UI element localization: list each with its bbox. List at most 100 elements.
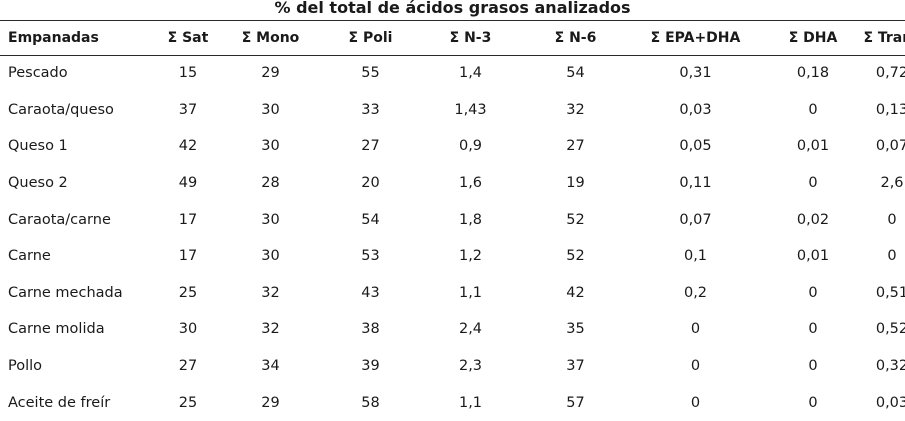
top-rule	[0, 20, 905, 21]
table-cell: 34	[261, 358, 280, 375]
table-row: Carne 17 30 53 1,2 52 0,1 0,01 0	[0, 238, 905, 275]
table-cell: 19	[566, 175, 585, 192]
table-row: Caraota/carne 17 30 54 1,8 52 0,07 0,02 0	[0, 201, 905, 238]
table-cell: 0	[808, 284, 818, 301]
table-cell: 30	[178, 321, 198, 338]
table-cell: 52	[566, 211, 585, 228]
table-cell: 55	[361, 65, 380, 82]
table-cell: 27	[178, 358, 198, 375]
column-header: Σ N-6	[554, 30, 597, 46]
table-cell: 37	[566, 358, 585, 375]
table-cell: 32	[566, 101, 585, 118]
table-cell: 2,4	[458, 321, 483, 338]
table-cell: 0,18	[796, 65, 830, 82]
column-header: Σ Sat	[167, 30, 209, 46]
row-label: Queso 2	[8, 175, 68, 192]
table-cell: 54	[361, 211, 380, 228]
table-cell: 0,13	[875, 101, 905, 118]
column-header: Σ N-3	[449, 30, 492, 46]
table-cell: 0	[690, 358, 701, 375]
table-cell: 0	[690, 321, 701, 338]
table-cell: 0	[808, 175, 818, 192]
table-cell: 39	[361, 358, 380, 375]
table-cell: 17	[178, 248, 198, 265]
column-header: Σ DHA	[788, 30, 838, 46]
column-header: Empanadas	[8, 30, 99, 46]
table-cell: 25	[178, 284, 198, 301]
table-row: Pollo 27 34 39 2,3 37 0 0 0,32	[0, 348, 905, 385]
table-cell: 30	[261, 138, 280, 155]
table-cell: 1,43	[454, 101, 487, 118]
table-cell: 0	[808, 358, 818, 375]
table-cell: 1,1	[458, 394, 483, 411]
fatty-acid-table: Empanadas Σ Sat Σ Mono Σ Poli Σ N-3 Σ N-…	[0, 21, 905, 421]
header-rule	[0, 55, 905, 56]
table-cell: 57	[566, 394, 585, 411]
table-cell: 53	[361, 248, 380, 265]
table-cell: 2,3	[458, 358, 483, 375]
table-cell: 0,11	[679, 175, 712, 192]
row-label: Queso 1	[8, 138, 68, 155]
table-cell: 0,1	[683, 248, 708, 265]
table-cell: 30	[261, 101, 280, 118]
table-cell: 0,01	[796, 248, 830, 265]
table-cell: 0,03	[679, 101, 712, 118]
table-cell: 42	[566, 284, 585, 301]
table-cell: 0,05	[679, 138, 712, 155]
row-label: Caraota/carne	[8, 211, 111, 228]
table-cell: 0,02	[796, 211, 830, 228]
table-row: Carne molida 30 32 38 2,4 35 0 0 0,52	[0, 311, 905, 348]
row-label: Carne molida	[8, 321, 105, 338]
table-cell: 0,32	[875, 358, 905, 375]
table-cell: 0,31	[679, 65, 712, 82]
table-cell: 1,6	[458, 175, 483, 192]
table-cell: 0	[887, 211, 897, 228]
table-cell: 0,03	[875, 394, 905, 411]
table-cell: 0,01	[796, 138, 830, 155]
table-cell: 1,8	[458, 211, 483, 228]
table-row: Aceite de freír 25 29 58 1,1 57 0 0 0,03	[0, 384, 905, 421]
table-cell: 30	[261, 211, 280, 228]
table-cell: 0,9	[458, 138, 483, 155]
table-cell: 52	[566, 248, 585, 265]
table-cell: 33	[361, 101, 380, 118]
table-cell: 43	[361, 284, 380, 301]
table-row: Queso 1 42 30 27 0,9 27 0,05 0,01 0,07	[0, 128, 905, 165]
row-label: Carne	[8, 248, 51, 265]
column-header: Σ EPA+DHA	[650, 30, 741, 46]
table-cell: 1,2	[458, 248, 483, 265]
table-cell: 29	[261, 65, 280, 82]
table-cell: 25	[178, 394, 198, 411]
table-cell: 32	[261, 321, 280, 338]
table-cell: 2,6	[880, 175, 904, 192]
table-cell: 38	[361, 321, 380, 338]
table-cell: 42	[178, 138, 198, 155]
row-label: Caraota/queso	[8, 101, 114, 118]
table-cell: 0	[808, 101, 818, 118]
table-caption: % del total de ácidos grasos analizados	[274, 0, 631, 17]
table-cell: 1,4	[458, 65, 483, 82]
table-cell: 0,07	[875, 138, 905, 155]
table-row: Carne mechada 25 32 43 1,1 42 0,2 0 0,51	[0, 275, 905, 312]
table-cell: 32	[261, 284, 280, 301]
table-cell: 27	[566, 138, 585, 155]
row-label: Aceite de freír	[8, 394, 111, 411]
table-cell: 0,52	[875, 321, 905, 338]
table-row: Caraota/queso 37 30 33 1,43 32 0,03 0 0,13	[0, 92, 905, 129]
table-cell: 35	[566, 321, 585, 338]
table-cell: 58	[361, 394, 380, 411]
header-row: Empanadas Σ Sat Σ Mono Σ Poli Σ N-3 Σ N-…	[0, 21, 905, 55]
table-cell: 1,1	[458, 284, 483, 301]
row-label: Pollo	[8, 358, 43, 375]
table-cell: 49	[178, 175, 198, 192]
table-row: Pescado 15 29 55 1,4 54 0,31 0,18 0,72	[0, 55, 905, 92]
table-cell: 0	[808, 321, 818, 338]
table-cell: 0	[808, 394, 818, 411]
table-cell: 0,51	[875, 284, 905, 301]
column-header: Σ Mono	[241, 30, 300, 46]
column-header: Σ Poli	[348, 30, 393, 46]
row-label: Carne mechada	[8, 284, 123, 301]
table-cell: 0,2	[683, 284, 708, 301]
table-cell: 37	[178, 101, 198, 118]
table-cell: 15	[178, 65, 198, 82]
